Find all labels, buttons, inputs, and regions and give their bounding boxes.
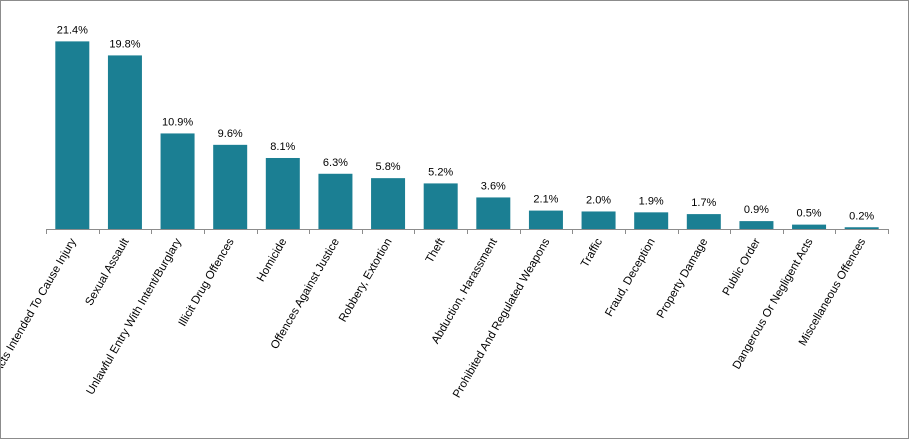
data-label: 19.8% <box>109 38 140 50</box>
data-label: 5.8% <box>376 161 401 173</box>
bar <box>371 178 406 229</box>
data-label: 1.7% <box>691 197 716 209</box>
x-tick-label: Prohibited And Regulated Weapons <box>451 236 553 400</box>
data-label: 0.2% <box>849 210 874 222</box>
bar <box>792 224 827 229</box>
bar <box>476 197 511 229</box>
x-tick-label: Public Order <box>721 236 763 297</box>
bar <box>739 221 774 229</box>
x-tick-label: Homicide <box>255 237 289 285</box>
x-tick-label: Fraud, Deception <box>603 237 658 319</box>
x-tick-label: Acts Intended To Cause Injury <box>1 236 79 375</box>
bar <box>581 211 616 229</box>
data-label: 5.2% <box>428 166 453 178</box>
x-tick-label: Property Damage <box>655 237 710 321</box>
bar <box>318 173 353 229</box>
bar <box>160 133 195 229</box>
data-label: 21.4% <box>57 24 88 36</box>
bar <box>107 55 142 229</box>
data-label: 9.6% <box>218 128 243 140</box>
bar <box>423 183 458 229</box>
x-tick-label: Sexual Assault <box>83 236 132 308</box>
data-label: 6.3% <box>323 157 348 169</box>
x-tick-label: Unlawful Entry With Intent/Burglary <box>85 236 185 397</box>
bar <box>686 214 721 229</box>
data-label: 2.1% <box>533 194 558 206</box>
bar <box>528 210 563 229</box>
x-tick-label: Traffic <box>579 236 605 269</box>
bar <box>634 212 669 229</box>
bar <box>213 144 248 229</box>
bar <box>265 157 300 229</box>
data-label: 0.9% <box>744 204 769 216</box>
data-label: 2.0% <box>586 194 611 206</box>
data-label: 1.9% <box>639 195 664 207</box>
data-label: 3.6% <box>481 180 506 192</box>
data-label: 0.5% <box>797 208 822 220</box>
bar <box>844 227 879 229</box>
x-tick-label: Illicit Drug Offences <box>177 236 237 328</box>
x-tick-label: Robbery, Extortion <box>337 237 395 325</box>
data-label: 8.1% <box>270 141 295 153</box>
x-tick-label: Theft <box>424 236 448 265</box>
data-label: 10.9% <box>162 116 193 128</box>
bar <box>55 41 90 229</box>
